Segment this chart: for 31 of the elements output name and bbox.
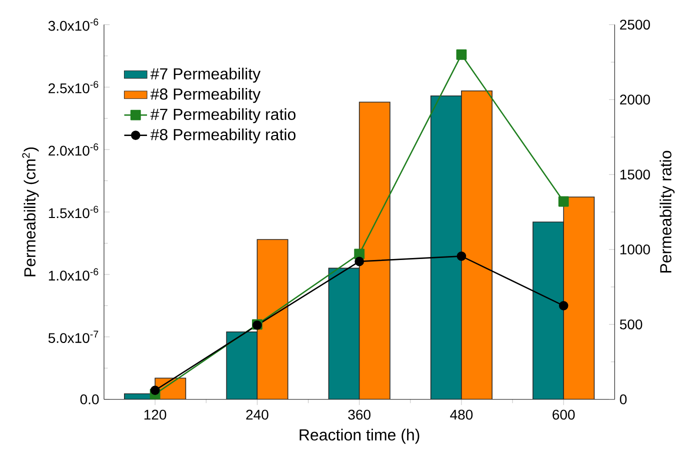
y2-tick-label: 1000 [620,244,650,254]
y-tick-label: 0.0 [80,394,99,404]
y2-tick-label: 2000 [620,94,650,105]
legend-label: #7 Permeability [150,68,261,83]
x-axis-title: Reaction time (h) [300,428,420,444]
point [558,196,569,207]
point [354,256,364,266]
x-tick-label: 600 [552,410,575,420]
x-tick-label: 240 [246,410,268,420]
point [456,252,466,261]
y-tick-label: 1.5x10$^{-6}$ [48,206,98,218]
y2-axis-title: Permeability ratio [660,150,675,272]
y2-tick-label: 1500 [620,170,650,180]
y2-tick-label: 500 [620,319,642,330]
y-tick-label: 2.0x10$^{-6}$ [48,143,98,156]
point [456,49,467,60]
legend-label: #7 Permeability ratio [150,108,296,124]
y-tick-label: 2.5x10$^{-6}$ [48,80,98,94]
x-tick-label: 480 [450,410,473,420]
y-tick-label: 1.0x10$^{-6}$ [48,268,98,281]
point [558,300,568,310]
legend-label: #8 Permeability [150,88,261,103]
x-tick-label: 120 [144,410,166,420]
y-tick-label: 5.0x10$^{-7}$ [48,330,98,343]
x-tick-label: 360 [348,410,370,420]
y2-tick-label: 0 [620,394,627,404]
legend-label: #8 Permeability ratio [150,128,296,144]
y-tick-label: 3.0x10$^{-6}$ [48,18,98,31]
y2-tick-label: 2500 [620,20,650,30]
y-axis-title: Permeability (cm$^{2}$) [22,147,39,276]
point [150,386,160,396]
